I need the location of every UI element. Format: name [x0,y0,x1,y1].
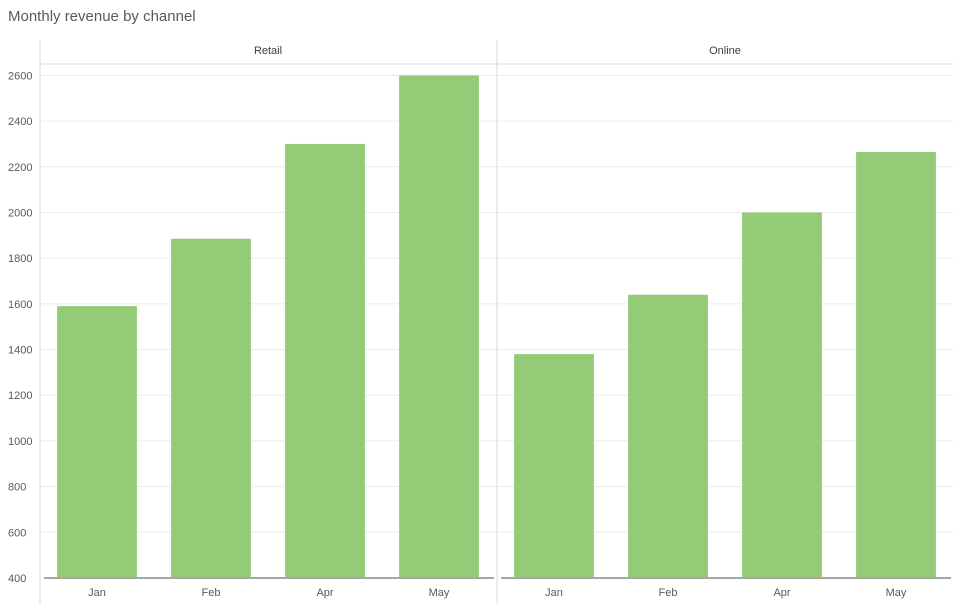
x-tick-label: Jan [88,587,106,599]
x-tick-label: Apr [316,587,333,599]
y-tick-label: 1200 [8,390,32,402]
x-tick-label: May [886,587,907,599]
y-tick-label: 2400 [8,116,32,128]
bar [57,306,137,578]
y-tick-label: 1400 [8,345,32,357]
bar [742,212,822,578]
bar [285,143,365,578]
y-tick-label: 2600 [8,70,32,82]
y-tick-label: 1000 [8,436,32,448]
bar [399,75,479,578]
y-tick-label: 2000 [8,207,32,219]
bar [628,294,708,578]
y-tick-label: 600 [8,527,26,539]
y-tick-label: 1800 [8,253,32,265]
x-tick-label: Feb [659,587,678,599]
facet-title: Retail [254,45,282,57]
x-tick-label: Jan [545,587,563,599]
y-tick-label: 2200 [8,162,32,174]
chart-title: Monthly revenue by channel [8,8,196,25]
bar [856,151,936,578]
y-tick-label: 1600 [8,299,32,311]
x-tick-label: Apr [773,587,790,599]
y-tick-label: 800 [8,482,26,494]
x-tick-label: May [429,587,450,599]
facet-title: Online [709,45,741,57]
bar [514,354,594,578]
y-tick-label: 400 [8,573,26,585]
bar [171,238,251,578]
x-tick-label: Feb [202,587,221,599]
